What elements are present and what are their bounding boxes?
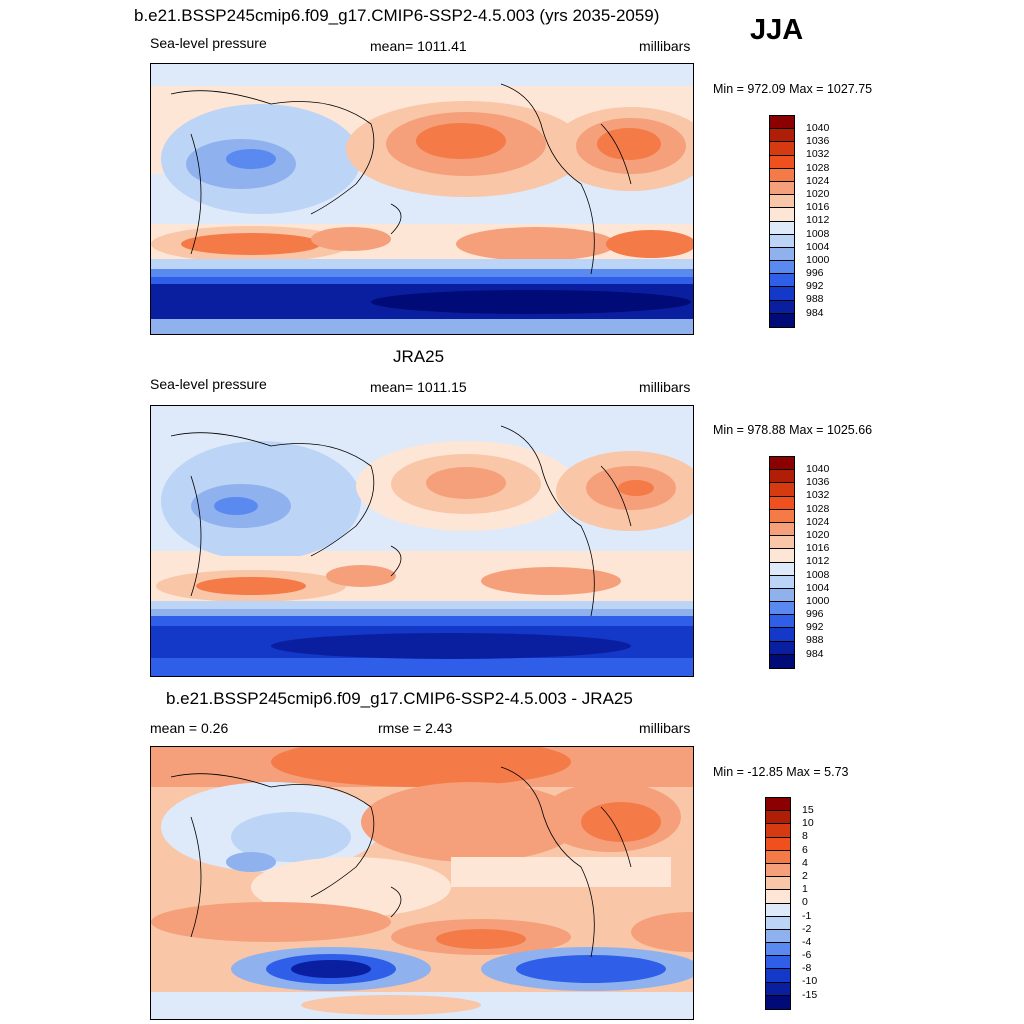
panel3-colorbar: [765, 797, 791, 1010]
panel2-title: JRA25: [393, 347, 445, 366]
panel2-map-field: [151, 406, 693, 676]
colorbar-tick: 1036: [806, 476, 830, 489]
colorbar-tick: -6: [802, 949, 812, 962]
colorbar-tick: 1020: [806, 187, 830, 200]
colorbar-tick: 1028: [806, 161, 830, 174]
panel3-rmse-label: rmse = 2.43: [378, 720, 453, 736]
colorbar-tick: 1028: [806, 502, 830, 515]
colorbar-tick: 1004: [806, 581, 830, 594]
panel3-map: [150, 746, 694, 1020]
colorbar-tick: 1: [802, 883, 808, 896]
colorbar-tick: 996: [806, 608, 824, 621]
colorbar-tick: 1032: [806, 489, 830, 502]
panel3-units-label: millibars: [639, 720, 691, 736]
panel2-colorbar-ticks: 1040 1036 1032 1028 1024 1020 1016 1012 …: [806, 463, 829, 661]
colorbar-tick: -15: [802, 988, 818, 1001]
colorbar-tick: 2: [802, 869, 808, 882]
colorbar-tick: 1020: [806, 528, 830, 541]
colorbar-tick: -1: [802, 909, 812, 922]
colorbar-tick: 4: [802, 856, 808, 869]
panel1-title: b.e21.BSSP245cmip6.f09_g17.CMIP6-SSP2-4.…: [134, 6, 660, 25]
panel1-map: [150, 63, 694, 335]
colorbar-tick: 984: [806, 306, 824, 319]
season-label: JJA: [750, 14, 804, 46]
panel1-mean-label: mean= 1011.41: [370, 38, 467, 54]
panel3-map-field: [151, 747, 693, 1019]
colorbar-tick: 1032: [806, 148, 830, 161]
colorbar-tick: 1004: [806, 240, 830, 253]
colorbar-tick: 984: [806, 647, 824, 660]
panel3-mean-label: mean = 0.26: [150, 720, 229, 736]
colorbar-tick: 10: [802, 817, 814, 830]
colorbar-tick: 1040: [806, 463, 830, 475]
colorbar-tick: 8: [802, 830, 808, 843]
panel2-map: [150, 405, 694, 677]
panel2-left-label: Sea-level pressure: [150, 376, 267, 392]
colorbar-tick: -2: [802, 922, 812, 935]
colorbar-tick: -4: [802, 935, 812, 948]
colorbar-tick: 6: [802, 843, 808, 856]
colorbar-tick: 1000: [806, 594, 830, 607]
colorbar-tick: 992: [806, 280, 824, 293]
colorbar-tick: -8: [802, 962, 812, 975]
colorbar-tick: 1000: [806, 253, 830, 266]
colorbar-tick: 992: [806, 621, 824, 634]
colorbar-tick: 1008: [806, 227, 830, 240]
panel3-minmax: Min = -12.85 Max = 5.73: [713, 765, 849, 779]
colorbar-tick: 1040: [806, 122, 830, 134]
panel1-minmax: Min = 972.09 Max = 1027.75: [713, 82, 873, 96]
colorbar-tick: 988: [806, 293, 824, 306]
panel1-map-field: [151, 64, 693, 334]
colorbar-tick: 1036: [806, 135, 830, 148]
colorbar-tick: 1016: [806, 542, 830, 555]
colorbar-tick: 988: [806, 634, 824, 647]
colorbar-tick: 0: [802, 896, 808, 909]
panel1-colorbar-ticks: 1040 1036 1032 1028 1024 1020 1016 1012 …: [806, 122, 829, 320]
panel2-units-label: millibars: [639, 379, 691, 395]
panel3-title: b.e21.BSSP245cmip6.f09_g17.CMIP6-SSP2-4.…: [166, 689, 633, 708]
colorbar-tick: 1024: [806, 515, 830, 528]
colorbar-tick: -10: [802, 975, 818, 988]
panel2-mean-label: mean= 1011.15: [370, 379, 467, 395]
colorbar-tick: 996: [806, 267, 824, 280]
panel3-colorbar-ticks: 15 10 8 6 4 2 1 0 -1 -2 -4 -6 -8 -10 -15: [802, 804, 817, 1002]
colorbar-tick: 1012: [806, 214, 830, 227]
panel1-units-label: millibars: [639, 38, 691, 54]
colorbar-tick: 15: [802, 804, 814, 816]
panel1-colorbar: [769, 115, 795, 328]
colorbar-tick: 1008: [806, 568, 830, 581]
colorbar-tick: 1024: [806, 174, 830, 187]
colorbar-tick: 1016: [806, 201, 830, 214]
panel1-left-label: Sea-level pressure: [150, 35, 267, 51]
panel2-colorbar: [769, 456, 795, 669]
panel2-minmax: Min = 978.88 Max = 1025.66: [713, 423, 873, 437]
colorbar-tick: 1012: [806, 555, 830, 568]
